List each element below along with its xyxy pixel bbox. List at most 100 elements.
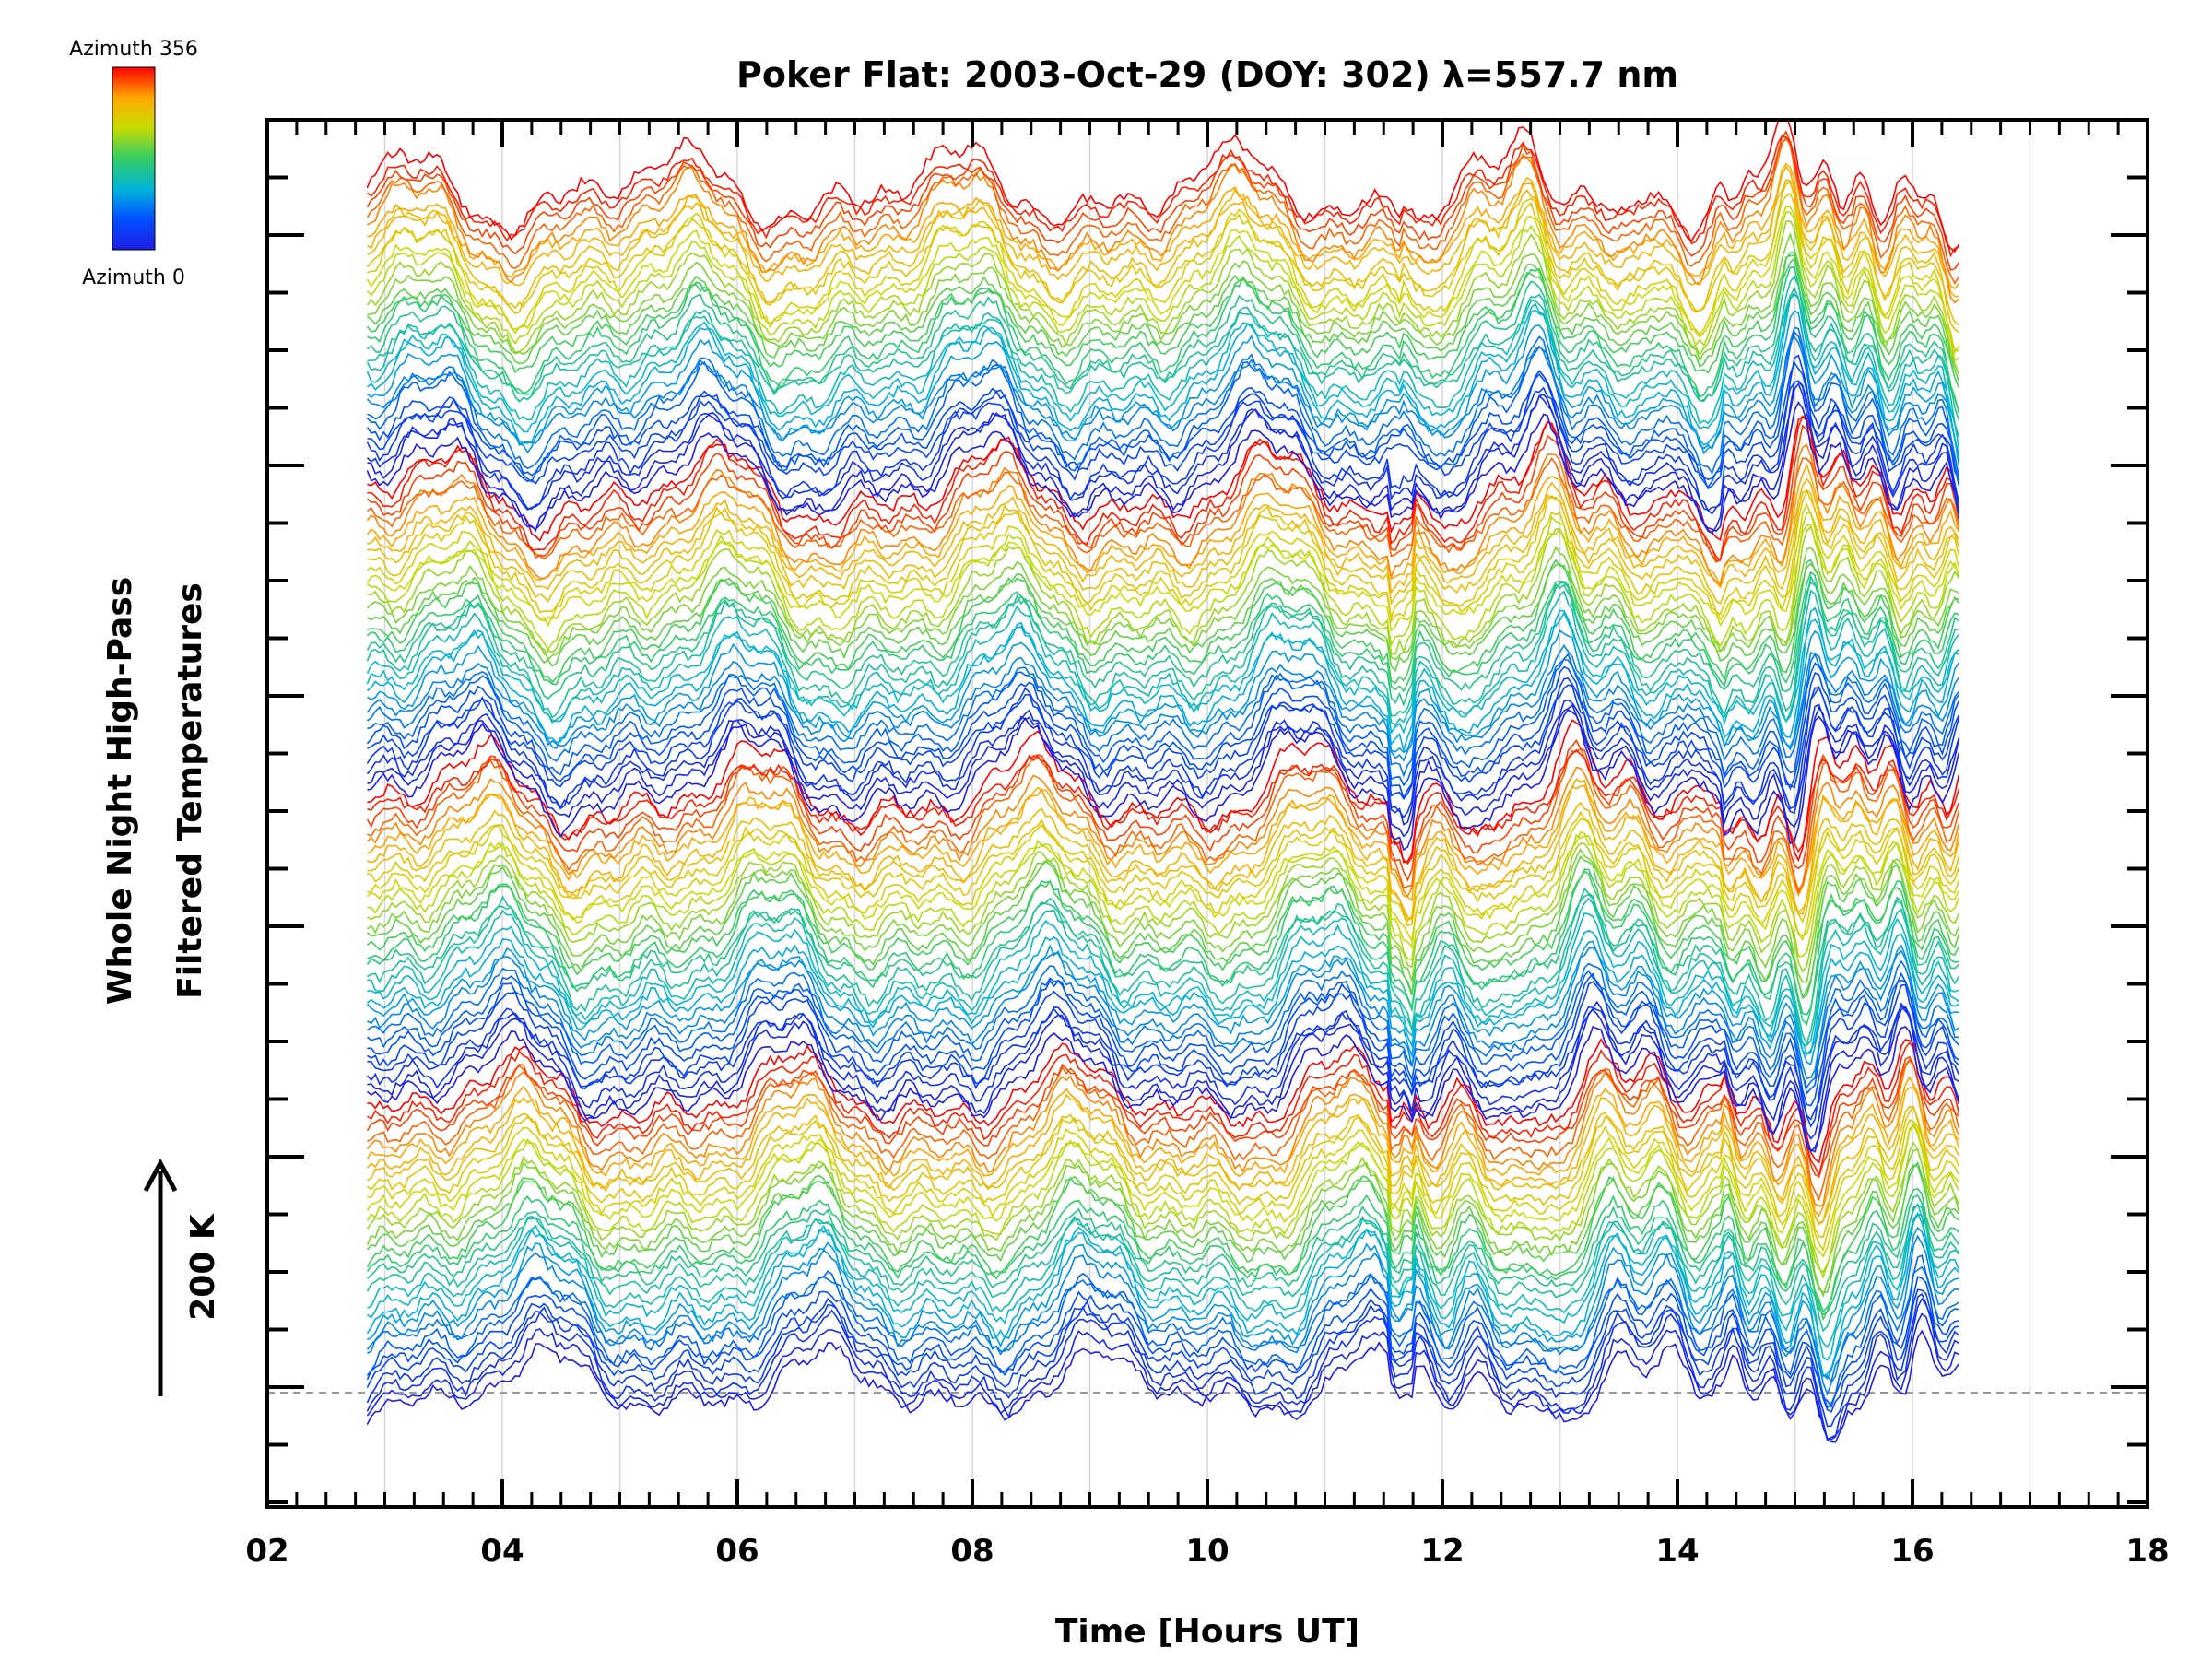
- azimuth-series-line: [366, 1055, 1959, 1178]
- azimuth-series-line: [366, 1211, 1960, 1361]
- azimuth-series-line: [367, 559, 1960, 685]
- azimuth-series-line: [366, 1288, 1959, 1413]
- azimuth-series-line: [366, 1276, 1959, 1408]
- azimuth-series-line: [366, 1194, 1960, 1316]
- azimuth-series-line: [366, 847, 1960, 983]
- azimuth-series-line: [366, 354, 1960, 513]
- azimuth-series-line: [366, 330, 1960, 488]
- azimuth-series-line: [366, 443, 1960, 585]
- x-axis-title: Time [Hours UT]: [1055, 1613, 1359, 1651]
- azimuth-series-line: [366, 137, 1960, 285]
- azimuth-series-line: [366, 644, 1960, 762]
- azimuth-series-line: [367, 231, 1960, 375]
- azimuth-series-line: [366, 571, 1959, 693]
- azimuth-series-line: [366, 1265, 1959, 1383]
- azimuth-series-line: [366, 677, 1960, 819]
- azimuth-series-line: [366, 611, 1959, 735]
- azimuth-series-line: [367, 415, 1960, 542]
- azimuth-series-line: [366, 1213, 1959, 1378]
- azimuth-series-line: [366, 766, 1960, 899]
- azimuth-series-line: [367, 1119, 1960, 1253]
- azimuth-series-line: [367, 709, 1960, 852]
- azimuth-series-line: [367, 868, 1959, 1027]
- azimuth-series-line: [366, 1141, 1960, 1274]
- azimuth-series-line: [366, 502, 1960, 623]
- azimuth-series-line: [367, 182, 1959, 352]
- azimuth-series-line: [366, 1312, 1959, 1441]
- azimuth-series-line: [366, 629, 1960, 754]
- azimuth-series-line: [366, 1188, 1959, 1313]
- azimuth-series-line: [367, 165, 1960, 290]
- azimuth-series-line: [367, 818, 1960, 943]
- azimuth-series-line: [366, 256, 1960, 388]
- chart-title: Poker Flat: 2003-Oct-29 (DOY: 302) λ=557…: [736, 54, 1678, 95]
- azimuth-series-line: [366, 546, 1959, 662]
- azimuth-series-line: [367, 1041, 1960, 1178]
- colorbar: Azimuth 356 Azimuth 0: [69, 38, 198, 289]
- x-tick-label: 06: [715, 1533, 759, 1570]
- azimuth-series-line: [366, 699, 1960, 826]
- azimuth-series-line: [366, 1087, 1960, 1224]
- azimuth-series-line: [366, 293, 1960, 460]
- azimuth-series-line: [367, 525, 1960, 656]
- azimuth-series-line: [366, 275, 1960, 438]
- azimuth-series-line: [366, 1292, 1959, 1428]
- azimuth-series-line: [366, 192, 1959, 326]
- azimuth-series-line: [366, 1297, 1959, 1441]
- azimuth-series-line: [366, 524, 1960, 632]
- azimuth-series-line: [366, 293, 1960, 449]
- azimuth-series-line: [367, 252, 1960, 414]
- azimuth-series-line: [366, 254, 1960, 382]
- x-tick-labels: 02 04 06 08 10 12 14 16 18: [245, 1533, 2169, 1570]
- azimuth-series-line: [366, 135, 1959, 258]
- azimuth-series-line: [367, 488, 1960, 606]
- y-axis-title-line-1: Whole Night High-Pass: [101, 577, 139, 1005]
- azimuth-series-line: [366, 1329, 1960, 1443]
- azimuth-series-line: [367, 380, 1960, 490]
- azimuth-series-line: [367, 703, 1960, 838]
- azimuth-series-line: [366, 266, 1960, 420]
- azimuth-series-line: [367, 810, 1960, 927]
- azimuth-series-line: [367, 972, 1959, 1107]
- x-tick-label: 10: [1185, 1533, 1229, 1570]
- azimuth-series-line: [366, 652, 1960, 778]
- azimuth-series-line: [366, 1147, 1960, 1298]
- azimuth-series-line: [366, 581, 1959, 707]
- azimuth-series-line: [366, 940, 1959, 1066]
- azimuth-series-line: [367, 1058, 1960, 1202]
- azimuth-series-line: [367, 162, 1959, 334]
- azimuth-series-line: [367, 415, 1960, 561]
- azimuth-series-line: [366, 855, 1960, 999]
- azimuth-series-line: [366, 830, 1960, 949]
- azimuth-series-line: [366, 1234, 1959, 1396]
- azimuth-series-line: [367, 1038, 1960, 1164]
- x-tick-label: 08: [950, 1533, 994, 1570]
- x-tick-label: 14: [1655, 1533, 1699, 1570]
- azimuth-series-line: [367, 947, 1959, 1080]
- azimuth-series-line: [366, 511, 1960, 651]
- azimuth-series-line: [366, 179, 1959, 298]
- azimuth-series-line: [367, 653, 1960, 787]
- azimuth-series-line: [366, 959, 1959, 1089]
- azimuth-series-line: [366, 574, 1959, 719]
- azimuth-series-line: [367, 488, 1960, 621]
- azimuth-series-line: [366, 1059, 1960, 1207]
- colorbar-gradient: [112, 66, 156, 251]
- azimuth-series-line: [367, 477, 1960, 594]
- azimuth-series-line: [367, 286, 1960, 413]
- azimuth-series-line: [366, 1105, 1960, 1238]
- azimuth-series-line: [366, 382, 1960, 515]
- y-axis-title-line-2: Filtered Temperatures: [171, 582, 209, 999]
- colorbar-bottom-label: Azimuth 0: [82, 266, 185, 289]
- azimuth-series-line: [366, 589, 1960, 727]
- azimuth-series-line: [366, 1161, 1959, 1322]
- x-tick-label: 02: [245, 1533, 288, 1570]
- azimuth-series-line: [367, 748, 1960, 865]
- colorbar-top-label: Azimuth 356: [69, 38, 198, 61]
- azimuth-series-line: [367, 784, 1960, 902]
- azimuth-series-line: [367, 684, 1960, 800]
- azimuth-series-line: [366, 1000, 1959, 1140]
- x-tick-label: 18: [2125, 1533, 2169, 1570]
- azimuth-series-line: [366, 220, 1960, 375]
